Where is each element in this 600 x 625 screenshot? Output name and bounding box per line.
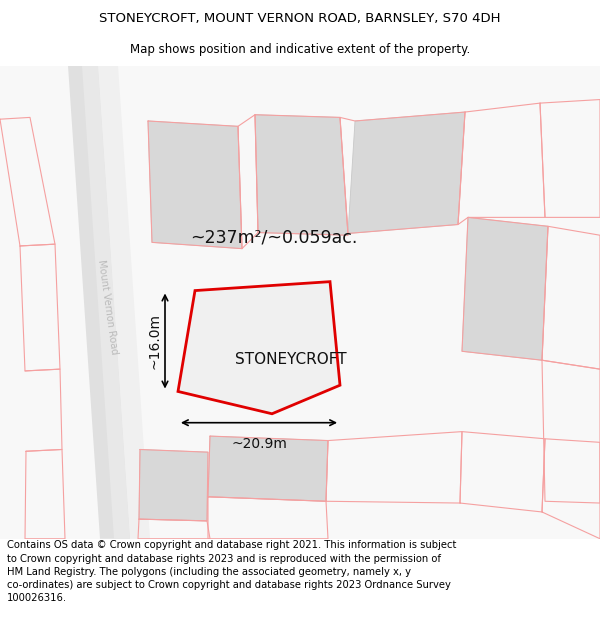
Polygon shape bbox=[0, 66, 600, 539]
Polygon shape bbox=[348, 112, 465, 234]
Polygon shape bbox=[82, 66, 130, 539]
Polygon shape bbox=[139, 449, 208, 521]
Text: Map shows position and indicative extent of the property.: Map shows position and indicative extent… bbox=[130, 42, 470, 56]
Polygon shape bbox=[208, 436, 328, 501]
Text: Contains OS data © Crown copyright and database right 2021. This information is : Contains OS data © Crown copyright and d… bbox=[7, 541, 457, 603]
Text: ~20.9m: ~20.9m bbox=[231, 437, 287, 451]
Text: ~16.0m: ~16.0m bbox=[147, 313, 161, 369]
Polygon shape bbox=[148, 121, 242, 249]
Polygon shape bbox=[98, 66, 150, 539]
Text: STONEYCROFT: STONEYCROFT bbox=[235, 352, 347, 367]
Polygon shape bbox=[462, 217, 548, 360]
Polygon shape bbox=[68, 66, 130, 539]
Polygon shape bbox=[178, 282, 340, 414]
Text: ~237m²/~0.059ac.: ~237m²/~0.059ac. bbox=[190, 228, 358, 246]
Text: Mount Vernon Road: Mount Vernon Road bbox=[97, 259, 119, 355]
Polygon shape bbox=[255, 115, 348, 235]
Text: STONEYCROFT, MOUNT VERNON ROAD, BARNSLEY, S70 4DH: STONEYCROFT, MOUNT VERNON ROAD, BARNSLEY… bbox=[99, 12, 501, 25]
